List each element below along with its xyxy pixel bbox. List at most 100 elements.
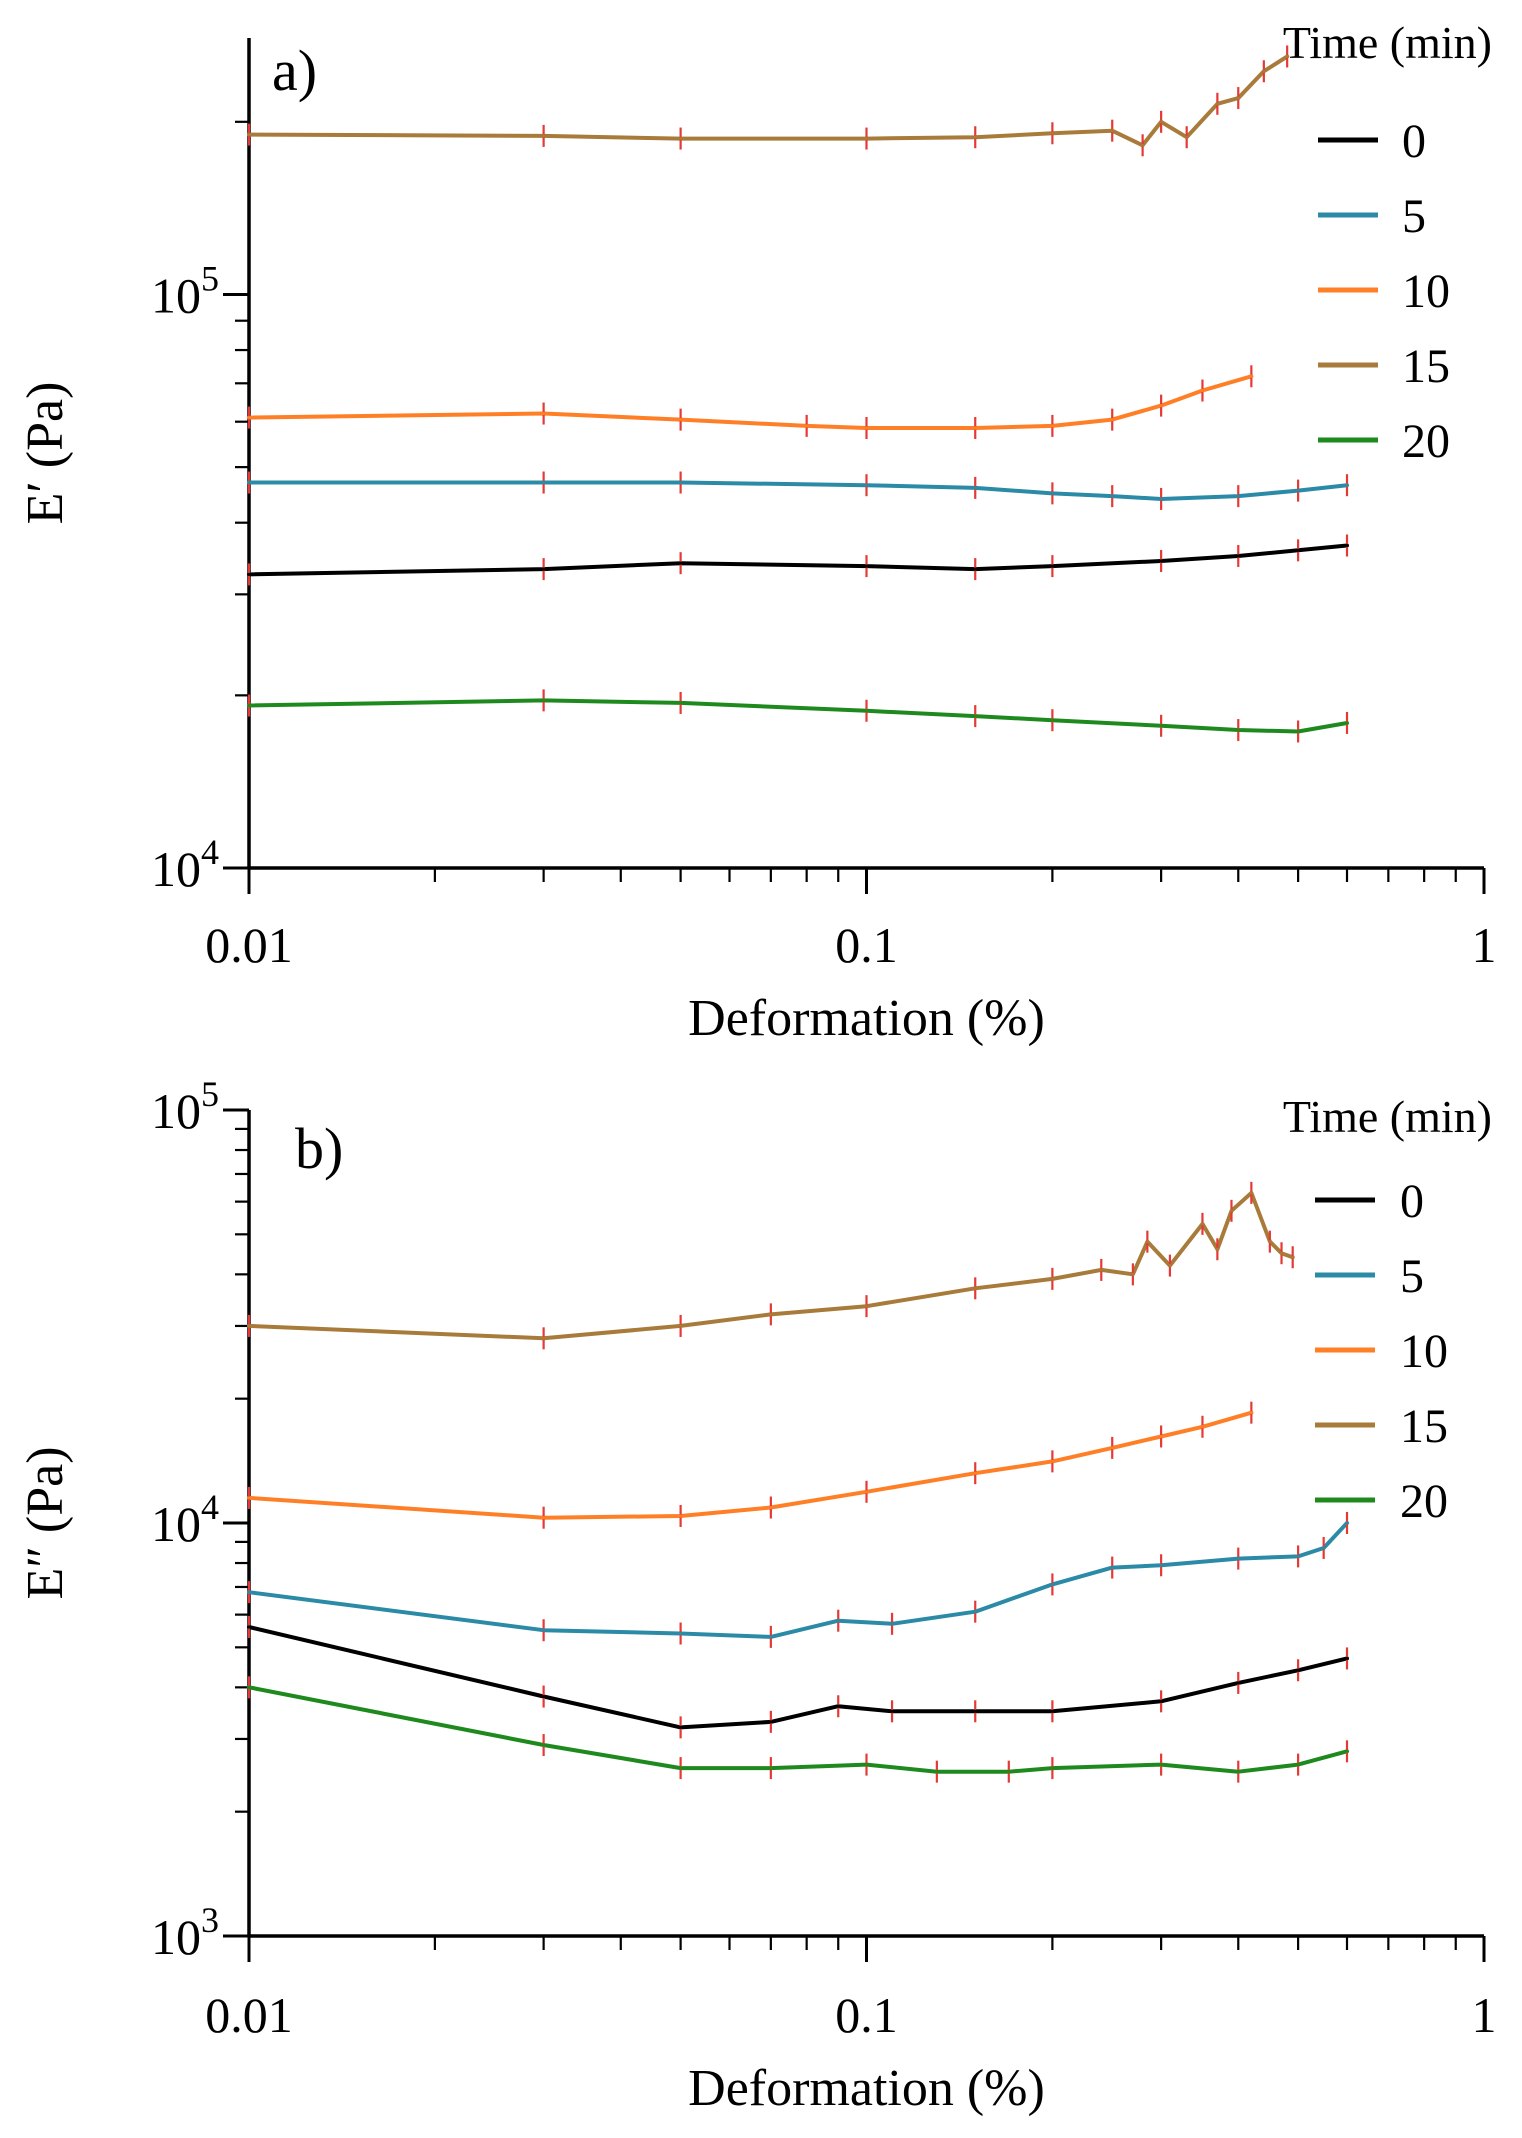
legend-label-5: 5 [1400, 1250, 1424, 1303]
data-point [679, 136, 683, 141]
data-point [1345, 1749, 1349, 1753]
data-point [1110, 1446, 1114, 1450]
data-point [247, 415, 251, 420]
data-point [1050, 491, 1054, 495]
data-point [679, 561, 683, 565]
y-tick-label: 105 [151, 1074, 219, 1139]
data-point [679, 480, 683, 485]
data-point [973, 1610, 977, 1614]
legend-label-10: 10 [1400, 1325, 1448, 1378]
series-line-5 [247, 480, 1349, 501]
series-line-5 [247, 1521, 1349, 1639]
series-line-15 [247, 1190, 1295, 1341]
series-10 [247, 365, 1254, 440]
data-point [1279, 1251, 1284, 1255]
data-point [1268, 1240, 1272, 1244]
data-point [542, 134, 546, 138]
data-point [679, 1631, 683, 1636]
data-point [247, 480, 251, 485]
data-point [1249, 1411, 1253, 1415]
data-point [1236, 728, 1240, 732]
data-point [679, 1324, 683, 1328]
y-tick-exponent: 3 [201, 1900, 219, 1940]
data-point [1168, 1263, 1172, 1268]
y-tick-base: 10 [151, 1909, 201, 1965]
legend-label-5: 5 [1402, 190, 1426, 243]
data-point [1249, 374, 1253, 378]
data-point [1200, 388, 1205, 393]
data-point [679, 701, 683, 705]
data-point [1159, 120, 1163, 124]
data-point [1159, 559, 1163, 563]
y-axis-title: E″ (Pa) [17, 1446, 74, 1599]
legend-label-0: 0 [1400, 1175, 1424, 1228]
y-tick-label: 104 [151, 1487, 219, 1552]
data-point [247, 703, 251, 708]
y-tick-base: 10 [151, 267, 201, 323]
data-point [542, 1336, 546, 1340]
data-point [247, 1590, 251, 1594]
data-point [864, 426, 869, 430]
data-point [1322, 1546, 1326, 1550]
legend: Time (min) 0 5 10 15 20 [1283, 17, 1492, 468]
x-tick-label: 0.1 [835, 1987, 898, 2043]
data-point [1159, 1434, 1163, 1439]
legend: Time (min) 0 5 10 15 20 [1283, 1091, 1492, 1528]
x-tick-label: 0.01 [205, 1987, 293, 2043]
data-point [679, 1766, 683, 1770]
series-0 [247, 534, 1349, 586]
data-point [1236, 96, 1240, 100]
data-point [1262, 69, 1266, 73]
data-point [973, 1286, 977, 1290]
data-point [1345, 1656, 1349, 1661]
data-point [1291, 1255, 1295, 1259]
x-tick-label: 0.01 [205, 917, 293, 973]
series-5 [247, 1512, 1349, 1648]
data-point [1050, 424, 1054, 428]
data-point [247, 572, 251, 577]
y-tick-base: 10 [151, 841, 201, 897]
legend-label-15: 15 [1400, 1400, 1448, 1453]
data-point [1345, 1521, 1349, 1525]
data-point [1215, 102, 1219, 106]
series-line-10 [247, 1410, 1254, 1520]
data-point [769, 1635, 773, 1639]
data-point [935, 1770, 939, 1774]
series-15 [247, 45, 1290, 157]
y-tick-exponent: 5 [201, 1074, 219, 1114]
data-point [1345, 721, 1349, 725]
series-10 [247, 1401, 1254, 1529]
series-20 [247, 689, 1349, 743]
data-point [864, 1490, 869, 1494]
data-point [1200, 1425, 1205, 1429]
data-point [864, 564, 869, 568]
data-point [1110, 418, 1114, 422]
legend-label-15: 15 [1402, 340, 1450, 393]
legend-label-20: 20 [1402, 415, 1450, 468]
series-20 [247, 1676, 1349, 1783]
data-point [769, 1505, 773, 1510]
data-point [836, 1619, 840, 1623]
data-point [973, 567, 977, 571]
data-point [247, 1685, 251, 1689]
series-15 [247, 1181, 1295, 1350]
data-point [973, 135, 977, 139]
data-point [542, 1628, 546, 1632]
data-point [1110, 1565, 1114, 1570]
x-tick-label: 0.1 [835, 917, 898, 973]
legend-label-10: 10 [1402, 265, 1450, 318]
x-tick-label: 1 [1472, 1987, 1497, 2043]
data-point [973, 1709, 977, 1713]
data-point [1159, 404, 1163, 408]
data-point [1249, 1191, 1253, 1195]
data-point [836, 1704, 840, 1708]
data-point [1145, 1240, 1149, 1244]
data-point [1131, 1272, 1135, 1276]
data-point [1050, 1766, 1054, 1770]
data-point [805, 424, 809, 428]
y-tick-exponent: 4 [201, 832, 219, 872]
y-tick-exponent: 5 [201, 258, 219, 298]
data-point [247, 1496, 251, 1500]
data-point [247, 1324, 251, 1328]
